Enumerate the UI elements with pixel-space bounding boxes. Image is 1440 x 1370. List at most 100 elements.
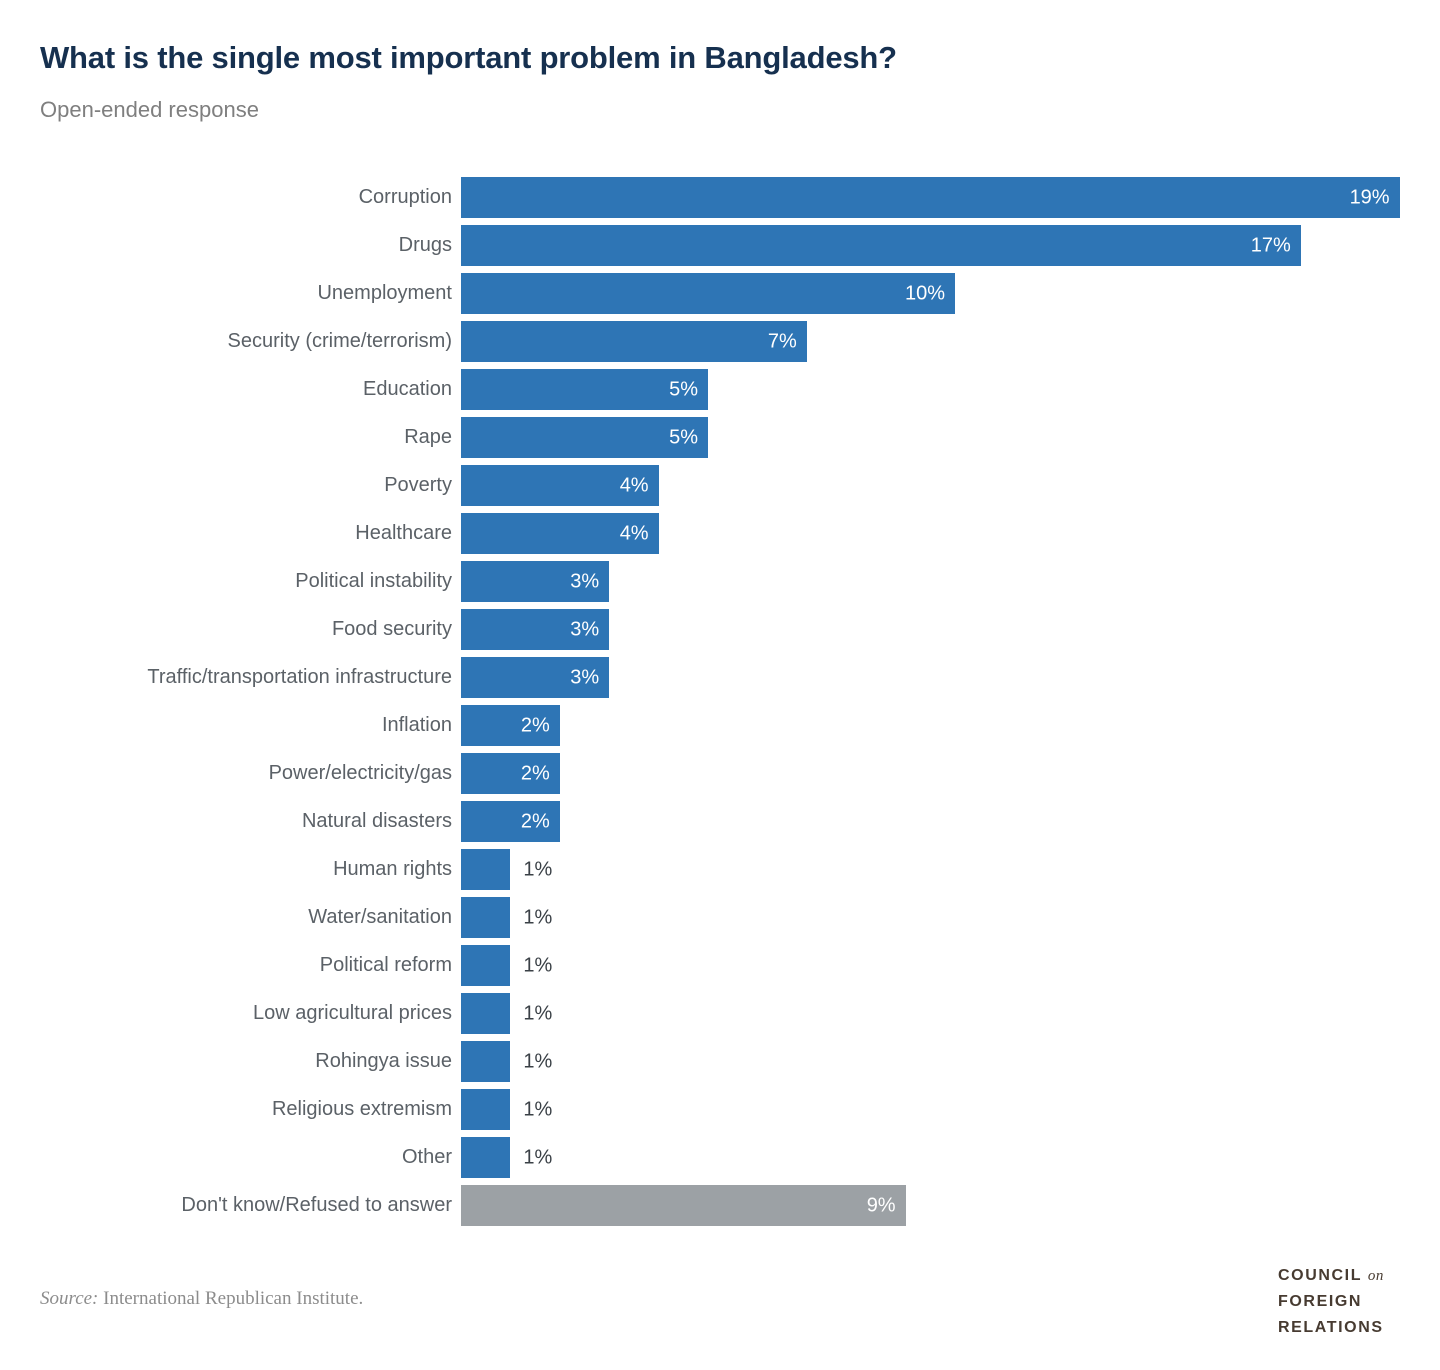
bar-track: 3%	[461, 609, 1420, 650]
value-label: 1%	[523, 1050, 553, 1072]
bar-track: 5%	[461, 417, 1420, 458]
bar: 1%	[461, 849, 552, 890]
category-label: Political reform	[319, 954, 452, 976]
category-label: Rohingya issue	[315, 1050, 452, 1072]
category-label: Traffic/transportation infrastructure	[147, 666, 452, 688]
bar-row: Human rights 1%	[40, 849, 1420, 890]
bar-row: Political reform 1%	[40, 945, 1420, 986]
value-label: 1%	[523, 1146, 553, 1168]
bar-track: 2%	[461, 801, 1420, 842]
bar-row: Education 5%	[40, 369, 1420, 410]
bar: 17%	[461, 225, 1301, 266]
source-label: Source:	[40, 1288, 99, 1309]
bar-row: Food security 3%	[40, 609, 1420, 650]
value-label: 5%	[669, 426, 698, 448]
bar-row: Rohingya issue 1%	[40, 1041, 1420, 1082]
bar-row: Low agricultural prices 1%	[40, 993, 1420, 1034]
bar-row: Rape 5%	[40, 417, 1420, 458]
category-label: Human rights	[333, 858, 452, 880]
bar-track: 1%	[461, 1041, 1420, 1082]
bar-track: 9%	[461, 1185, 1420, 1226]
bar-track: 4%	[461, 513, 1420, 554]
category-label: Political instability	[295, 570, 452, 592]
bar-track: 19%	[461, 177, 1420, 218]
value-label: 3%	[570, 666, 600, 688]
value-label: 3%	[570, 618, 600, 640]
bar-row: Poverty 4%	[40, 465, 1420, 506]
source-text: International Republican Institute.	[103, 1288, 364, 1309]
category-label: Security (crime/terrorism)	[227, 330, 452, 352]
value-label: 4%	[619, 474, 649, 496]
category-label: Religious extremism	[271, 1098, 452, 1120]
bar: 4%	[461, 465, 659, 506]
bar-track: 1%	[461, 849, 1420, 890]
bar-track: 4%	[461, 465, 1420, 506]
category-label: Drugs	[398, 234, 452, 256]
category-label: Rape	[404, 426, 452, 448]
page-title: What is the single most important proble…	[40, 40, 897, 75]
bar: 1%	[461, 1089, 552, 1130]
value-label: 1%	[523, 1002, 553, 1024]
source-note: Source: International Republican Institu…	[40, 1288, 363, 1310]
value-label: 9%	[866, 1194, 896, 1216]
bar-track: 3%	[461, 657, 1420, 698]
category-label: Other	[401, 1146, 452, 1168]
category-label: Education	[363, 378, 452, 400]
bar: 19%	[461, 177, 1400, 218]
cfr-logo: COUNCIL on FOREIGN RELATIONS	[1278, 1263, 1384, 1341]
bar: 4%	[461, 513, 659, 554]
category-label: Don't know/Refused to answer	[181, 1194, 452, 1216]
value-label: 19%	[1349, 186, 1390, 208]
logo-line-2: FOREIGN	[1278, 1293, 1363, 1310]
bar-row: Inflation 2%	[40, 705, 1420, 746]
category-label: Inflation	[381, 714, 452, 736]
bar-track: 1%	[461, 897, 1420, 938]
bar-row: Political instability 3%	[40, 561, 1420, 602]
bar-chart: Corruption 19% Drugs 17% Unemployment 10…	[40, 177, 1420, 1233]
bar: 2%	[461, 705, 560, 746]
category-label: Healthcare	[355, 522, 452, 544]
logo-line-1: COUNCIL on	[1278, 1263, 1384, 1289]
bar-track: 17%	[461, 225, 1420, 266]
logo-on: on	[1367, 1268, 1384, 1284]
bar: 1%	[461, 945, 552, 986]
category-label: Food security	[331, 618, 452, 640]
value-label: 2%	[520, 810, 550, 832]
bar-row: Drugs 17%	[40, 225, 1420, 266]
bar: 1%	[461, 897, 552, 938]
bar-track: 2%	[461, 705, 1420, 746]
logo-council: COUNCIL	[1278, 1267, 1362, 1284]
bar-track: 5%	[461, 369, 1420, 410]
bar-row: Water/sanitation 1%	[40, 897, 1420, 938]
category-label: Low agricultural prices	[253, 1002, 452, 1024]
bar-track: 1%	[461, 993, 1420, 1034]
bar: 1%	[461, 993, 552, 1034]
bar: 1%	[461, 1041, 552, 1082]
bar: 5%	[461, 417, 708, 458]
bar-track: 10%	[461, 273, 1420, 314]
bar-track: 3%	[461, 561, 1420, 602]
category-label: Poverty	[384, 474, 452, 496]
bar-row: Healthcare 4%	[40, 513, 1420, 554]
bar-track: 1%	[461, 1089, 1420, 1130]
logo-line-3: RELATIONS	[1278, 1319, 1384, 1336]
bar-track: 1%	[461, 1137, 1420, 1178]
bar: 3%	[461, 609, 610, 650]
bar: 5%	[461, 369, 708, 410]
category-label: Water/sanitation	[308, 906, 452, 928]
category-label: Power/electricity/gas	[268, 762, 452, 784]
bar-track: 2%	[461, 753, 1420, 794]
value-label: 2%	[520, 714, 550, 736]
bar-row: Corruption 19%	[40, 177, 1420, 218]
bar: 10%	[461, 273, 955, 314]
page-subtitle: Open-ended response	[40, 97, 259, 122]
value-label: 1%	[523, 906, 553, 928]
value-label: 1%	[523, 1098, 553, 1120]
bar-row: Other 1%	[40, 1137, 1420, 1178]
bar-row: Traffic/transportation infrastructure 3%	[40, 657, 1420, 698]
value-label: 5%	[669, 378, 698, 400]
bar: 3%	[461, 657, 610, 698]
bar-row: Power/electricity/gas 2%	[40, 753, 1420, 794]
value-label: 4%	[619, 522, 649, 544]
